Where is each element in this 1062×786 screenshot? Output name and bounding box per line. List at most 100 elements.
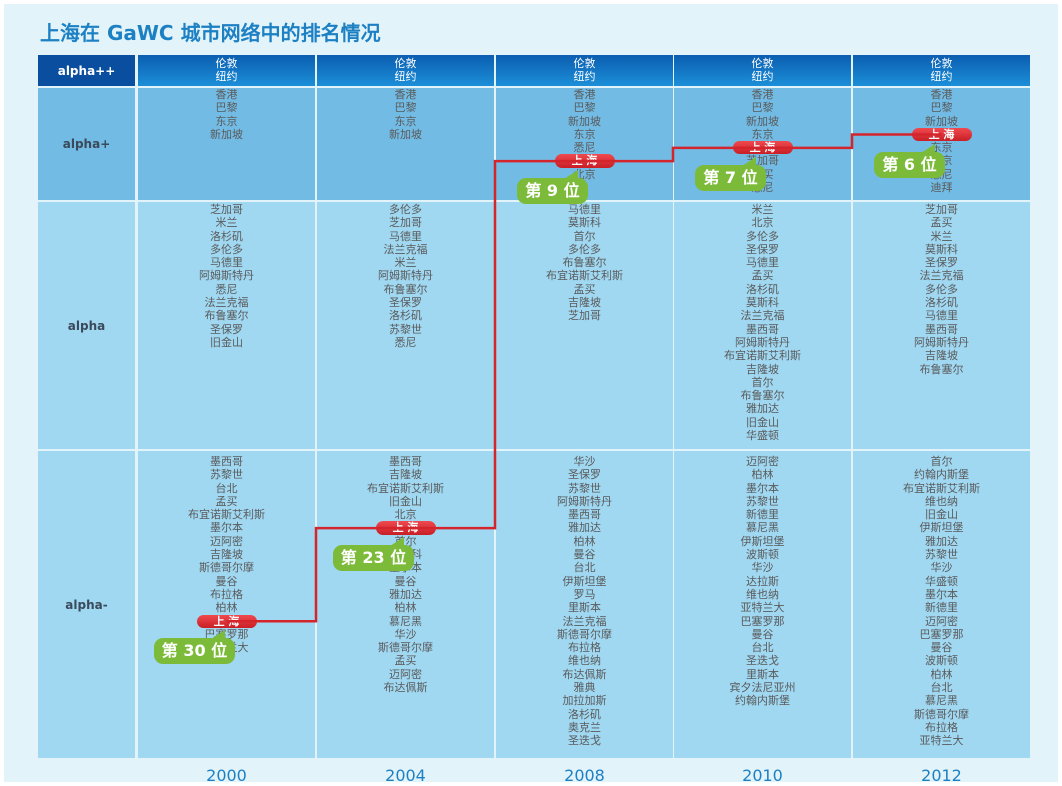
- city-name: 新加坡: [746, 114, 779, 128]
- city-name: 墨西哥: [925, 322, 958, 336]
- city-name: 芝加哥: [210, 203, 243, 216]
- city-name: 台北: [573, 561, 596, 575]
- city-name: 新加坡: [568, 114, 601, 128]
- city-name: 洛杉矶: [210, 229, 243, 243]
- city-name: 法兰克福: [740, 309, 785, 323]
- city-name: 苏黎世: [746, 494, 779, 508]
- city-name: 华盛顿: [746, 429, 779, 443]
- city-name: 马德里: [568, 203, 601, 216]
- city-name: 莫斯科: [925, 242, 958, 256]
- city-name: 阿姆斯特丹: [557, 494, 612, 508]
- city-name: 迈阿密: [925, 614, 958, 628]
- rank-label: 第 9 位: [517, 170, 588, 205]
- city-name: 波斯顿: [925, 654, 958, 668]
- city-name: 迈阿密: [210, 534, 243, 548]
- city-name: 洛杉矶: [389, 309, 422, 323]
- city-name: 台北: [751, 641, 774, 655]
- city-name: 斯德哥尔摩: [914, 707, 969, 721]
- city-name: 首尔: [930, 455, 953, 468]
- city-name: 孟买: [215, 494, 238, 508]
- city-name: 曼谷: [573, 548, 596, 562]
- city-list: 华沙 圣保罗 苏黎世 阿姆斯特丹 墨西哥 雅加达 柏林 曼谷 台北 伊斯坦堡 罗马 里斯本 法兰克福 斯德…: [496, 455, 673, 748]
- year-label: 2008: [564, 766, 605, 785]
- city-name: 孟买: [930, 216, 953, 230]
- city-list: 香港 巴黎 东京 新加坡: [138, 88, 315, 141]
- city-name: 伦敦: [394, 57, 417, 70]
- city-name: 达拉斯: [746, 574, 779, 588]
- city-name: 多伦多: [746, 229, 779, 243]
- tier-cell: 迈阿密 柏林 墨尔本 苏黎世 新德里 慕尼黑 伊斯坦堡 波斯顿 华沙 达拉斯 维也纳 亚特兰大 巴塞罗那…: [674, 451, 851, 758]
- city-list: 伦敦 纽约: [317, 57, 494, 84]
- city-name: 伦敦: [215, 57, 238, 70]
- city-name: 香港: [930, 88, 953, 101]
- city-name: 雅典: [573, 681, 596, 695]
- city-name: 巴塞罗那: [740, 614, 785, 628]
- year-label: 2004: [385, 766, 426, 785]
- city-name: 阿姆斯特丹: [735, 335, 790, 349]
- city-name: 孟买: [751, 269, 774, 283]
- year-label: 2012: [921, 766, 962, 785]
- city-name: 曼谷: [751, 627, 774, 641]
- city-name: 曼谷: [215, 574, 238, 588]
- city-name: 里斯本: [746, 667, 779, 681]
- city-name: 柏林: [930, 667, 953, 681]
- city-name: 柏林: [573, 534, 596, 548]
- city-name: 吉隆坡: [925, 349, 958, 363]
- city-name: 洛杉矶: [568, 707, 601, 721]
- city-name: 马德里: [210, 256, 243, 270]
- city-name: 巴黎: [573, 101, 596, 115]
- city-name: 巴黎: [930, 101, 953, 115]
- title: 上海在 GaWC 城市网络中的排名情况: [40, 21, 381, 45]
- city-name: 雅加达: [568, 521, 601, 535]
- city-name: 吉隆坡: [568, 296, 601, 310]
- city-name: 苏黎世: [925, 548, 958, 562]
- city-name: 纽约: [215, 70, 238, 84]
- city-name: 布宜诺斯艾利斯: [188, 508, 265, 522]
- city-name: 雅加达: [389, 587, 422, 601]
- city-name: 圣迭戈: [746, 654, 779, 668]
- city-name: 阿姆斯特丹: [199, 269, 254, 283]
- city-name: 莫斯科: [746, 296, 779, 310]
- city-name: 北京: [573, 167, 596, 181]
- city-name: 布拉格: [568, 641, 601, 655]
- city-name: 法兰克福: [383, 242, 428, 256]
- city-name: 多伦多: [568, 242, 601, 256]
- city-name: 伦敦: [573, 57, 596, 70]
- city-name: 旧金山: [746, 415, 779, 429]
- city-name: 慕尼黑: [746, 521, 779, 535]
- city-name: 墨尔本: [746, 481, 779, 495]
- rank-label: 第 7 位: [695, 156, 766, 191]
- city-list: 芝加哥 米兰 洛杉矶 多伦多 马德里 阿姆斯特丹 悉尼 法兰克福 布鲁塞尔 圣保罗 旧金山: [138, 203, 315, 349]
- tier-label: alpha+: [38, 88, 135, 200]
- shanghai-trend-line: [226, 133, 942, 623]
- city-name: 旧金山: [389, 494, 422, 508]
- city-name: 米兰: [394, 256, 417, 270]
- tier-cell: 伦敦 纽约: [674, 55, 851, 86]
- city-name: 圣保罗: [746, 242, 779, 256]
- city-name: 布宜诺斯艾利斯: [546, 269, 623, 283]
- city-name: 圣迭戈: [568, 734, 601, 748]
- city-name: 悉尼: [215, 282, 238, 296]
- city-name: 悉尼: [573, 141, 596, 155]
- city-list: 香港 巴黎 东京 新加坡: [317, 88, 494, 141]
- city-name: 吉隆坡: [210, 548, 243, 562]
- city-name: 布鲁塞尔: [383, 282, 428, 296]
- city-name: 旧金山: [925, 508, 958, 522]
- tier-cell: 芝加哥 孟买 米兰 莫斯科 圣保罗 法兰克福 多伦多 洛杉矶 马德里 墨西哥 阿姆斯特丹 吉隆坡 布鲁塞…: [853, 202, 1030, 449]
- city-name: 洛杉矶: [746, 282, 779, 296]
- city-name: 巴黎: [751, 101, 774, 115]
- city-name: 伊斯坦堡: [740, 534, 785, 548]
- city-name: 纽约: [394, 70, 417, 84]
- city-name: 布宜诺斯艾利斯: [367, 481, 444, 495]
- city-name: 苏黎世: [210, 468, 243, 482]
- city-name: 伦敦: [751, 57, 774, 70]
- city-name: 马德里: [925, 309, 958, 323]
- city-name: 布拉格: [925, 720, 958, 734]
- city-list: 迈阿密 柏林 墨尔本 苏黎世 新德里 慕尼黑 伊斯坦堡 波斯顿 华沙 达拉斯 维也纳 亚特兰大 巴塞罗那…: [674, 455, 851, 708]
- city-name: 布鲁塞尔: [562, 256, 607, 270]
- tier-cell: 墨西哥 苏黎世 台北 孟买 布宜诺斯艾利斯 墨尔本 迈阿密 吉隆坡 斯德哥尔摩 曼谷 布拉格 柏林上 …: [138, 451, 315, 758]
- tier-label: alpha-: [38, 451, 135, 758]
- city-name: 东京: [215, 114, 238, 128]
